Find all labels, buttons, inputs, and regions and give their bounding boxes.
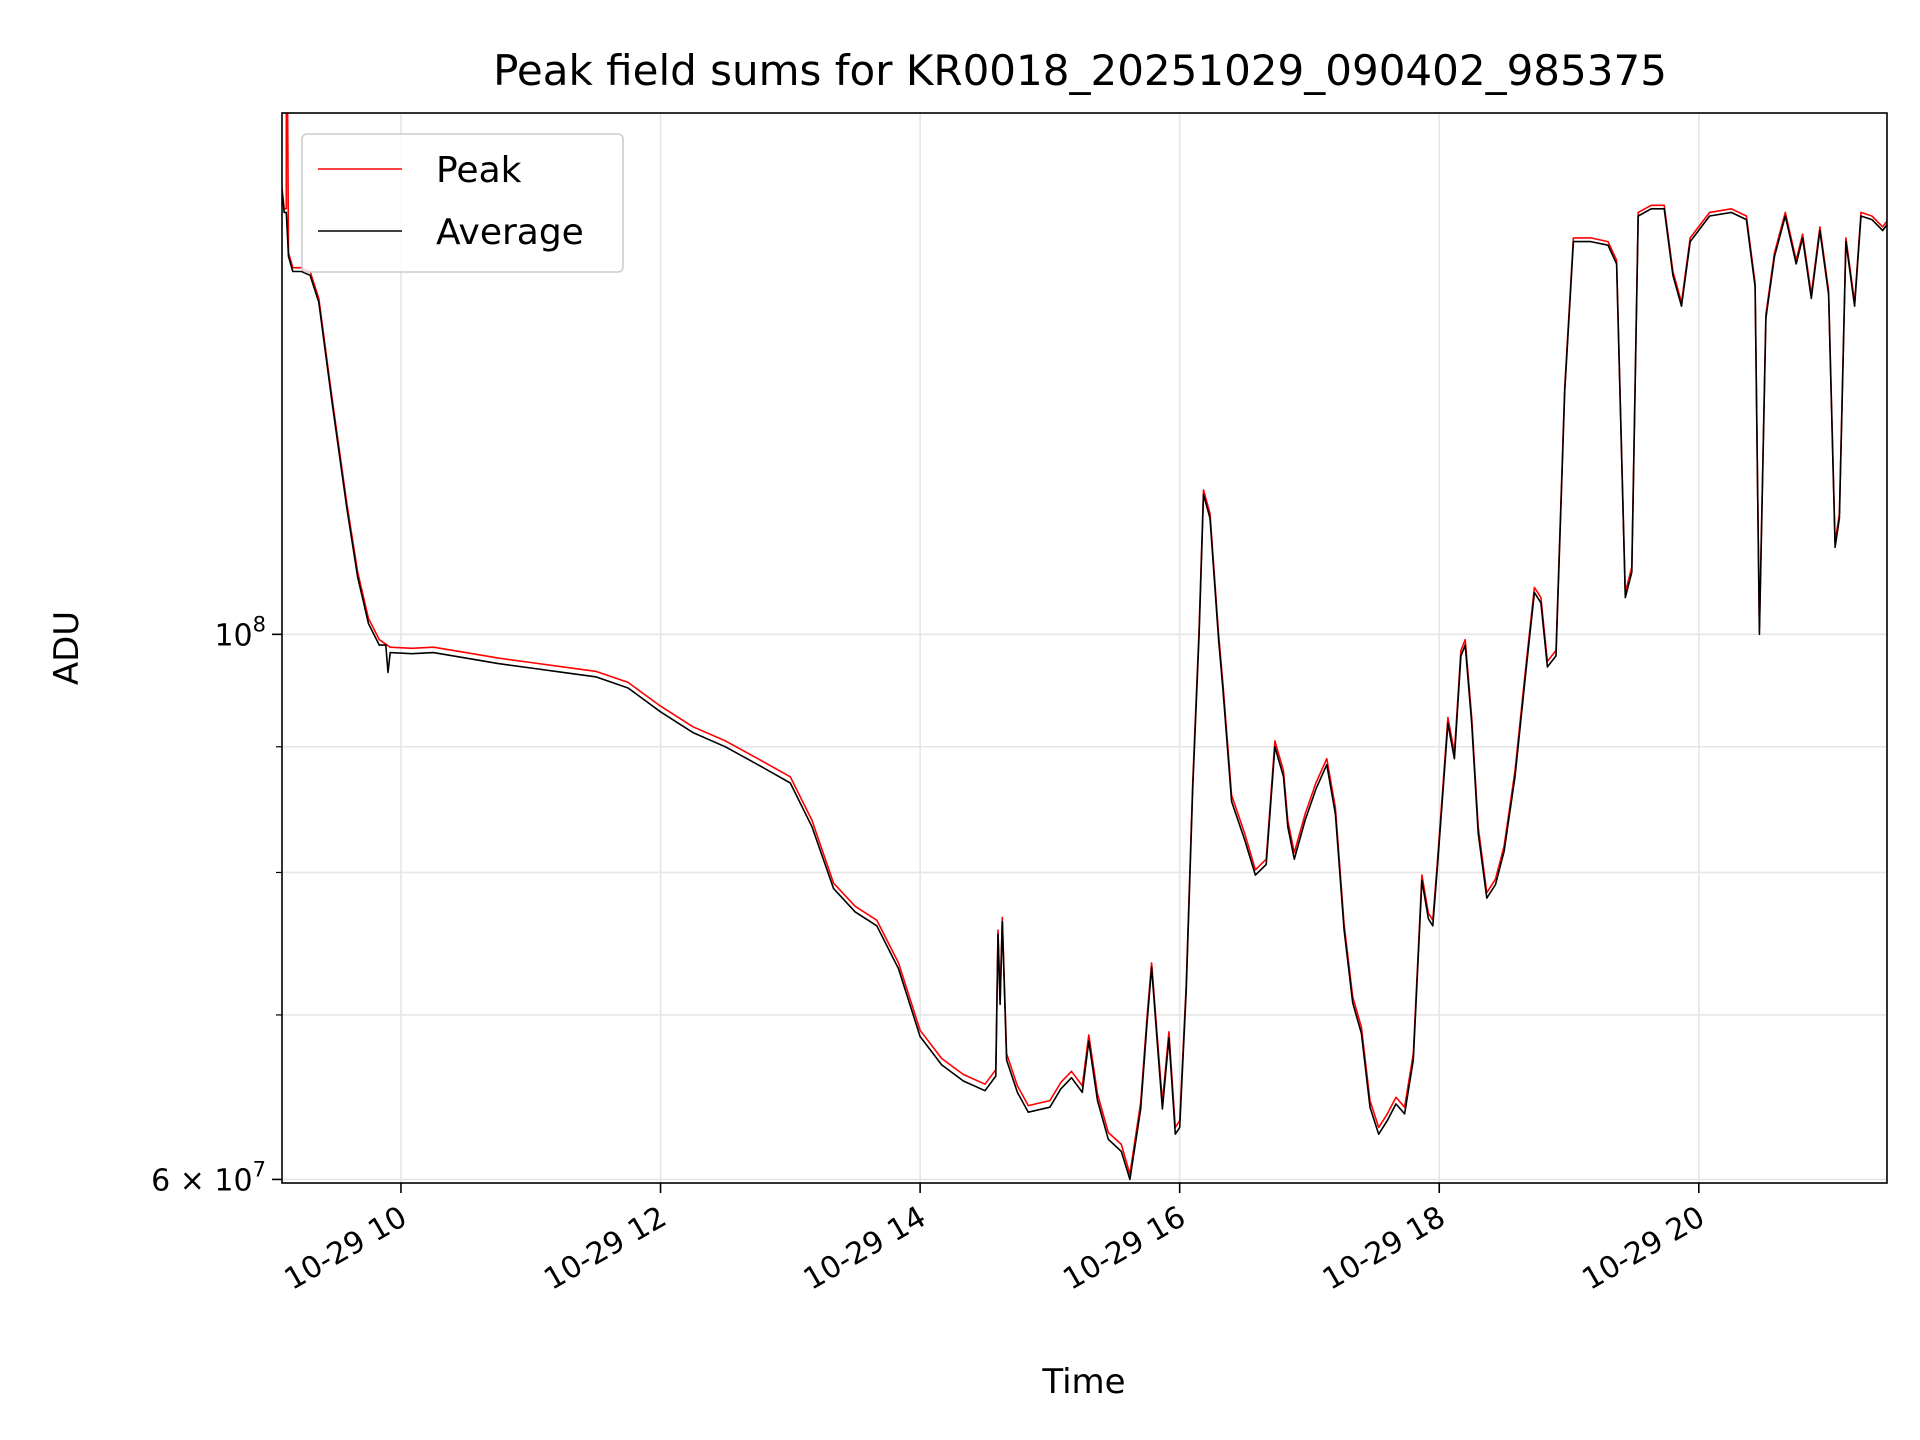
plot-area: [282, 113, 1887, 1181]
grid: [282, 113, 1887, 1183]
legend-label-peak: Peak: [436, 150, 522, 191]
chart-title: Peak field sums for KR0018_20251029_0904…: [493, 46, 1667, 95]
y-tick-label: 108: [214, 612, 266, 653]
legend: Peak Average: [301, 133, 624, 273]
y-tick-label: 6 × 107: [151, 1157, 266, 1198]
legend-label-average: Average: [436, 212, 584, 253]
axes-frame: [281, 112, 1888, 1184]
y-axis-title: ADU: [47, 611, 87, 685]
x-axis-title: Time: [1041, 1362, 1125, 1402]
series-line-average: [282, 191, 1887, 1181]
